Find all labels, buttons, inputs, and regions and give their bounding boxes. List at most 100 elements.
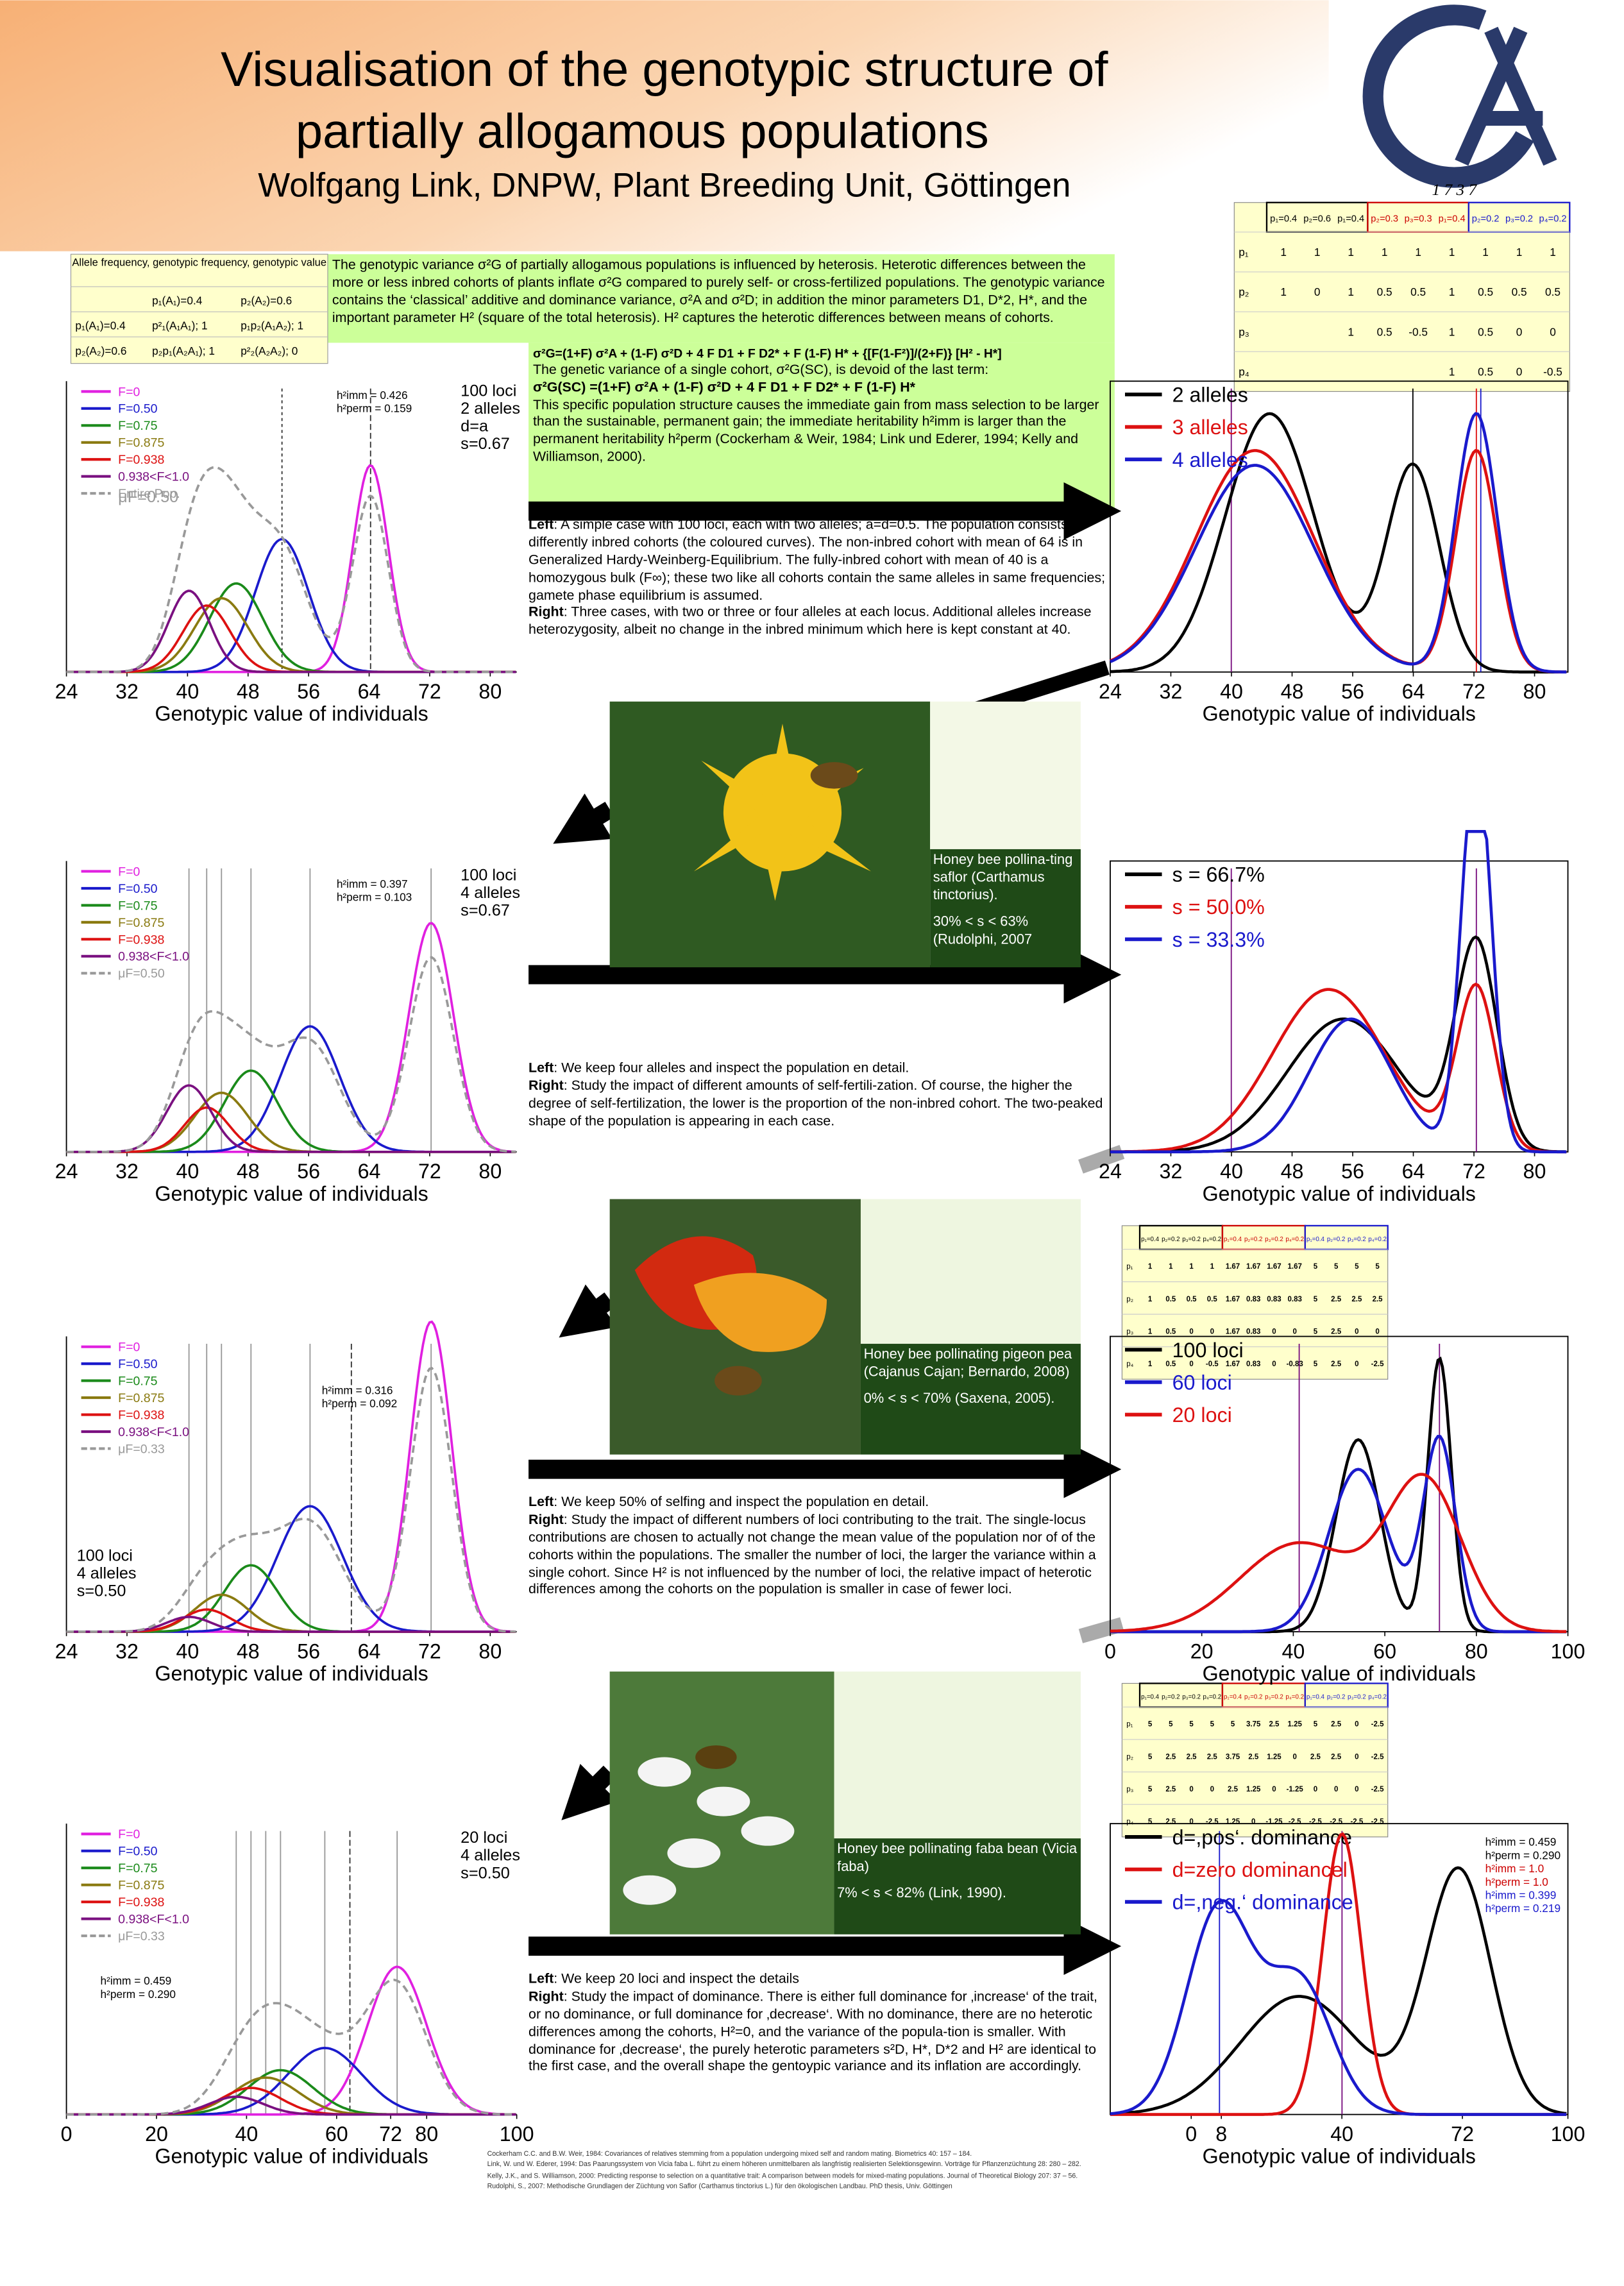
x-tick-label: 80 <box>478 680 502 703</box>
x-tick-label: 32 <box>1160 1160 1183 1183</box>
x-tick-label: 40 <box>176 1160 199 1183</box>
legend-label: 20 loci <box>1172 1403 1232 1427</box>
paragraph-frame: Left: We keep 20 loci and inspect the de… <box>529 1971 1097 2074</box>
param-table-cell: 2.5 <box>1331 1296 1342 1303</box>
legend-label: μF=0.33 <box>118 1929 165 1943</box>
param-table-header: p₂=0.2 <box>1244 1236 1263 1243</box>
x-tick-label: 32 <box>1160 680 1183 703</box>
x-tick-label: 56 <box>297 1639 320 1663</box>
param-table-cell: -1.25 <box>1287 1786 1304 1793</box>
distribution-curve <box>1110 935 1567 1154</box>
x-tick-label: 0 <box>1104 1639 1116 1663</box>
chart-note: h²perm = 0.092 <box>322 1397 397 1410</box>
param-table-row-label: p₃ <box>1126 1328 1133 1335</box>
header-band <box>0 0 1329 251</box>
param-table-cell: 2.5 <box>1248 1753 1259 1761</box>
chart: 24 32 40 48 56 64 72 80 Genotypic value of indiv… <box>55 381 520 725</box>
param-table-cell: 0 <box>1355 1328 1358 1335</box>
param-table-bg <box>1121 1225 1389 1380</box>
formula: σ²G(SC) =(1+F) σ²A + (1-F) σ²D + 4 F D1 … <box>532 379 915 394</box>
x-tick-label: 60 <box>325 2122 348 2146</box>
param-table-cell: 0.83 <box>1246 1360 1260 1368</box>
param-table-row-label: p₂ <box>1126 1296 1133 1303</box>
distribution-curve <box>1110 1356 1567 1634</box>
legend-label: 0.938<F<1.0 <box>118 950 189 964</box>
param-table-cell: 0 <box>1272 1328 1276 1335</box>
param-table-header: p₃=0.2 <box>1265 1693 1283 1700</box>
param-table-cell: 1 <box>1189 1263 1194 1271</box>
reference: Link, W. und W. Ederer, 1994: Das Paarun… <box>487 2160 1081 2169</box>
param-table-cell: 1.67 <box>1226 1263 1240 1271</box>
caption-text: Honey bee pollina-ting saflor (Carthamus… <box>933 852 1073 904</box>
x-tick-label: 48 <box>1281 1160 1304 1183</box>
param-table-cell: 1 <box>1348 285 1354 298</box>
x-tick-label: 80 <box>478 1639 502 1663</box>
x-axis-label: Genotypic value of individuals <box>1203 1182 1476 1205</box>
param-table-cell: -2.5 <box>1309 1818 1322 1826</box>
param-table-cell: -0.5 <box>1408 325 1428 338</box>
param-table-cell: 2.5 <box>1165 1818 1176 1826</box>
x-axis-label: Genotypic value of individuals <box>155 1662 428 1685</box>
param-table-cell: 0 <box>1272 1786 1276 1793</box>
param-table-header: p₁=0.4 <box>1439 214 1466 224</box>
references: Cockerham C.C. and B.W. Weir, 1984: Cova… <box>487 2149 1108 2192</box>
param-table-cell: -2.5 <box>1206 1818 1219 1826</box>
param-table-cell: 0 <box>1189 1328 1193 1335</box>
legend-label: s = 66.7% <box>1172 863 1265 886</box>
param-table-cell: 0 <box>1314 1786 1317 1793</box>
param-table-row-label: p₂ <box>1126 1753 1133 1761</box>
param-table-cell: 0.83 <box>1246 1296 1260 1303</box>
x-axis-label: Genotypic value of individuals <box>155 1182 428 1205</box>
x-tick-label: 72 <box>1462 680 1485 703</box>
chart-note: 4 alleles <box>77 1564 137 1582</box>
legend-label: 0.938<F<1.0 <box>118 1913 189 1927</box>
param-table-cell: 0.83 <box>1246 1328 1260 1335</box>
param-table-cell: 5 <box>1148 1786 1153 1793</box>
param-table-cell: 0 <box>1189 1786 1193 1793</box>
param-table-cell: 1 <box>1148 1296 1153 1303</box>
legend-label: F=0.875 <box>118 1391 164 1405</box>
param-table-header: p₁=0.4 <box>1337 214 1364 224</box>
x-tick-label: 80 <box>415 2122 438 2146</box>
legend-label: d=,neg.‘ dominance <box>1172 1891 1353 1914</box>
param-table-cell: 2.5 <box>1228 1786 1239 1793</box>
param-table-cell: 0 <box>1189 1818 1193 1826</box>
x-tick-label: 48 <box>237 1160 260 1183</box>
plot-frame <box>1110 380 1569 673</box>
formula-block: σ²G=(1+F) σ²A + (1-F) σ²D + 4 F D1 + F D… <box>533 346 1112 467</box>
param-table-cell: 0.5 <box>1187 1296 1197 1303</box>
table-cell: p²₂(A₂A₂); 0 <box>241 344 298 357</box>
distribution-curve <box>66 1608 516 1633</box>
distribution-curve <box>66 2069 516 2116</box>
param-table-header: p₄=0.2 <box>1539 214 1567 224</box>
x-tick-label: 24 <box>55 1160 78 1183</box>
chart: 0 20 40 60 72 80 100 Genotypic value of individ… <box>61 1824 534 2168</box>
param-table-cell: 0.5 <box>1377 325 1392 338</box>
legend-label: 100 loci <box>1172 1339 1244 1362</box>
chart-note: 2 alleles <box>461 400 520 418</box>
param-table-cell: 1 <box>1449 325 1455 338</box>
param-table-cell: 1 <box>1148 1263 1153 1271</box>
legend-label: F=0 <box>118 865 140 879</box>
distribution-curve <box>1110 1899 1567 2116</box>
param-table-cell: 0 <box>1355 1721 1358 1729</box>
param-table-cell: 1.25 <box>1267 1753 1281 1761</box>
legend-label: F=0 <box>118 385 140 399</box>
chart-note: s=0.67 <box>461 435 510 453</box>
x-tick-label: 32 <box>115 1639 139 1663</box>
chart-note: 100 loci <box>461 866 516 884</box>
param-table-row-label: p₄ <box>1126 1818 1133 1826</box>
param-table-row-label: p₃ <box>1126 1786 1133 1793</box>
legend-label: 3 alleles <box>1172 416 1248 439</box>
param-table-cell: 1 <box>1415 246 1421 258</box>
param-table-cell: 2.5 <box>1165 1753 1176 1761</box>
distribution-curve <box>66 1366 516 1633</box>
chart-note: 100 loci <box>77 1546 133 1564</box>
x-tick-label: 64 <box>358 1639 381 1663</box>
caption-text: Honey bee pollinating faba bean (Vicia f… <box>837 1841 1078 1875</box>
distribution-curve <box>66 1978 516 2116</box>
x-axis-label: Genotypic value of individuals <box>1203 2145 1476 2168</box>
table-caption: Allele frequency, genotypic frequency, g… <box>72 255 327 269</box>
photo-caption: Honey bee pollinating pigeon pea (Cajanu… <box>864 1347 1078 1409</box>
